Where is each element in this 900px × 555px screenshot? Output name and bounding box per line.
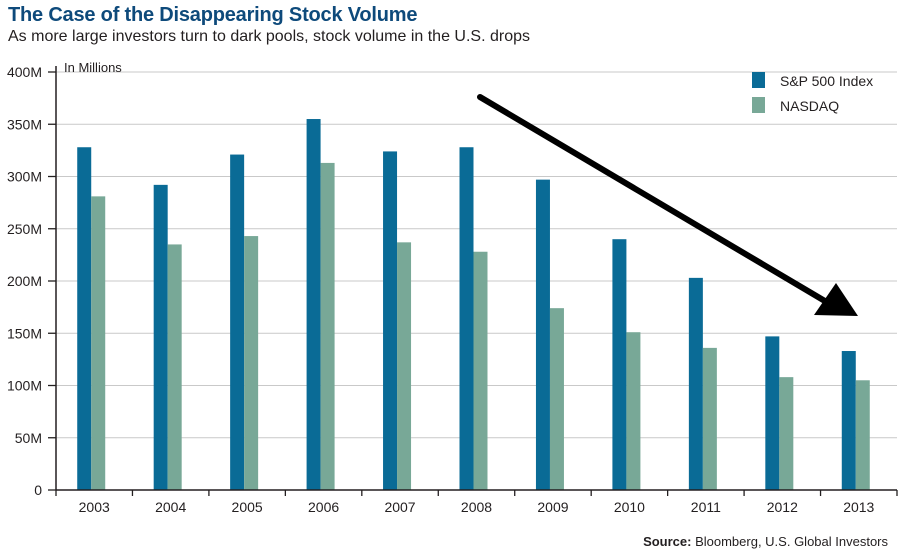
y-tick-label: 200M bbox=[7, 273, 42, 289]
legend: S&P 500 Index NASDAQ bbox=[752, 72, 873, 114]
bars bbox=[77, 119, 870, 491]
x-tick-label: 2010 bbox=[614, 499, 645, 515]
bar-nasdaq-2009 bbox=[549, 308, 564, 490]
trend-arrow bbox=[477, 94, 858, 316]
bar-sp500-2003 bbox=[77, 147, 92, 491]
y-tick-label: 250M bbox=[7, 221, 42, 237]
legend-label-nasdaq: NASDAQ bbox=[780, 98, 839, 114]
bar-sp500-2012 bbox=[765, 336, 780, 490]
bar-sp500-2006 bbox=[306, 119, 321, 491]
x-tick-label: 2011 bbox=[691, 499, 721, 515]
y-tick-label: 350M bbox=[7, 116, 42, 132]
source-note: Source: Bloomberg, U.S. Global Investors bbox=[643, 534, 888, 549]
legend-swatch-nasdaq bbox=[752, 97, 765, 113]
bar-sp500-2008 bbox=[459, 147, 474, 491]
x-tick-label: 2009 bbox=[537, 499, 568, 515]
bar-sp500-2013 bbox=[841, 351, 856, 490]
x-tick-label: 2013 bbox=[843, 499, 874, 515]
y-tick-label: 300M bbox=[7, 169, 42, 185]
bar-nasdaq-2012 bbox=[779, 377, 794, 490]
x-tick-label: 2012 bbox=[767, 499, 798, 515]
x-tick-label: 2004 bbox=[155, 499, 186, 515]
bar-sp500-2011 bbox=[688, 277, 703, 490]
x-tick-label: 2008 bbox=[461, 499, 492, 515]
bar-nasdaq-2005 bbox=[244, 236, 259, 490]
x-tick-label: 2003 bbox=[79, 499, 110, 515]
bar-nasdaq-2011 bbox=[702, 347, 717, 490]
source-text: Bloomberg, U.S. Global Investors bbox=[691, 534, 888, 549]
bar-sp500-2009 bbox=[535, 179, 550, 490]
legend-label-sp500: S&P 500 Index bbox=[780, 73, 873, 89]
y-axis-label: In Millions bbox=[64, 60, 122, 75]
y-tick-label: 150M bbox=[7, 325, 42, 341]
y-tick-label: 0 bbox=[34, 482, 42, 498]
chart-subtitle: As more large investors turn to dark poo… bbox=[8, 28, 531, 45]
bar-nasdaq-2013 bbox=[855, 380, 870, 490]
axes: 0 50M 100M 150M 200M 250M 300M 350M 400M 2003 2004… bbox=[7, 64, 898, 515]
y-tick-label: 50M bbox=[15, 430, 42, 446]
bar-nasdaq-2004 bbox=[167, 244, 182, 490]
bar-nasdaq-2003 bbox=[91, 196, 106, 491]
bar-sp500-2010 bbox=[612, 239, 627, 490]
x-tick-label: 2007 bbox=[384, 499, 415, 515]
bar-nasdaq-2006 bbox=[320, 162, 335, 491]
bar-nasdaq-2010 bbox=[626, 332, 641, 490]
bar-sp500-2007 bbox=[383, 151, 398, 491]
bar-sp500-2004 bbox=[153, 184, 168, 491]
legend-swatch-sp500 bbox=[752, 72, 765, 88]
source-label: Source: bbox=[643, 534, 692, 549]
y-tick-label: 400M bbox=[7, 64, 42, 80]
x-tick-label: 2005 bbox=[232, 499, 263, 515]
bar-sp500-2005 bbox=[230, 154, 245, 490]
x-tick-label: 2006 bbox=[308, 499, 339, 515]
bar-nasdaq-2008 bbox=[473, 251, 488, 490]
y-tick-label: 100M bbox=[7, 378, 42, 394]
bar-nasdaq-2007 bbox=[397, 242, 412, 490]
chart-title: The Case of the Disappearing Stock Volum… bbox=[8, 4, 418, 26]
